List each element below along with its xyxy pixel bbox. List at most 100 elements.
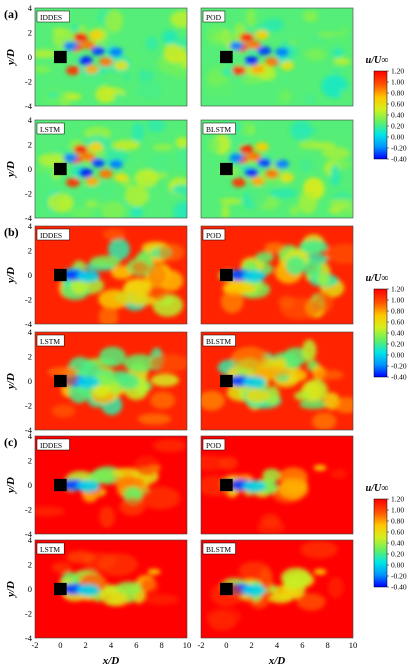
y-tick-label: 2 [28, 560, 32, 570]
colorbar-tick-label: 0.40 [391, 539, 404, 548]
y-axis-label: y/D [5, 267, 17, 285]
method-tag: IDDES [40, 231, 62, 240]
cylinder-body [220, 50, 233, 64]
panel-lstm-2: LSTM [34, 331, 188, 431]
colorbar [373, 288, 388, 378]
colorbar-tick-label: 1.00 [391, 506, 404, 515]
colorbar-tick-label: 0.00 [391, 351, 404, 360]
cylinder-body [220, 162, 233, 176]
panel-pod-1: POD [200, 7, 354, 107]
y-tick-label: 4 [28, 431, 33, 441]
x-tick-label: 0 [224, 640, 228, 650]
method-tag: LSTM [40, 125, 60, 134]
method-tag-box [202, 10, 226, 23]
colorbar-tick-label: 0.00 [391, 133, 404, 142]
colorbar-tick-label: -0.40 [391, 373, 407, 382]
x-tick-label: 8 [160, 640, 164, 650]
colorbar-tick-label: -0.20 [391, 144, 407, 153]
method-tag: IDDES [40, 441, 62, 450]
y-tick-label: 4 [28, 3, 33, 13]
plot-frame [200, 539, 354, 639]
x-tick-label: 2 [250, 640, 254, 650]
method-tag: IDDES [40, 13, 62, 22]
plot-frame [200, 119, 354, 219]
panel-group-label: (c) [4, 435, 17, 449]
cylinder-body [220, 582, 233, 596]
colorbar-tick-label: 0.80 [391, 517, 404, 526]
plot-frame [34, 119, 188, 219]
x-tick-label: 4 [275, 640, 280, 650]
colorbar-tick-label: 0.20 [391, 550, 404, 559]
colorbar-tick-label: 0.00 [391, 561, 404, 570]
y-tick-label: -2 [25, 77, 32, 87]
colorbar-tick-label: 1.20 [391, 67, 404, 76]
method-tag: BLSTM [206, 545, 231, 554]
x-tick-label: 6 [134, 640, 138, 650]
y-tick-label: 2 [28, 246, 32, 256]
x-axis-label: x/D [268, 655, 286, 667]
y-tick-label: -2 [25, 295, 32, 305]
y-tick-label: -4 [25, 213, 33, 223]
colorbar-tick-label: 1.20 [391, 285, 404, 294]
colorbar [373, 70, 388, 160]
x-tick-label: 10 [183, 640, 192, 650]
cylinder-body [54, 478, 67, 492]
colorbar-tick-label: -0.40 [391, 583, 407, 592]
colorbar-tick-label: 0.80 [391, 89, 404, 98]
plot-frame [200, 7, 354, 107]
y-tick-label: -4 [25, 101, 33, 111]
y-tick-label: 0 [28, 52, 32, 62]
method-tag-box [36, 542, 65, 555]
colorbar-title: u/U∞ [366, 55, 389, 66]
method-tag-box [202, 334, 236, 347]
method-tag-box [202, 438, 226, 451]
x-tick-label: 2 [84, 640, 88, 650]
colorbar-tick-label: 1.20 [391, 495, 404, 504]
method-tag: POD [206, 13, 222, 22]
panel-blstm-2: BLSTM [200, 331, 354, 431]
colorbar-title: u/U∞ [366, 273, 389, 284]
cylinder-body [54, 268, 67, 282]
cylinder-body [220, 268, 233, 282]
y-tick-label: 4 [28, 115, 33, 125]
y-axis-label: y/D [5, 161, 17, 179]
x-tick-label: 8 [326, 640, 330, 650]
y-tick-label: -4 [25, 425, 33, 435]
cylinder-body [54, 50, 67, 64]
colorbar-title: u/U∞ [366, 483, 389, 494]
cylinder-body [54, 374, 67, 388]
x-tick-label: 10 [349, 640, 358, 650]
plot-frame [200, 435, 354, 535]
method-tag-box [202, 542, 236, 555]
method-tag-box [36, 228, 70, 241]
y-tick-label: -2 [25, 609, 32, 619]
y-tick-label: -2 [25, 189, 32, 199]
colorbar [373, 498, 388, 588]
plot-frame [200, 331, 354, 431]
y-tick-label: 0 [28, 376, 32, 386]
colorbar-tick-label: 0.60 [391, 528, 404, 537]
plot-frame [34, 331, 188, 431]
colorbar-tick-label: 0.20 [391, 122, 404, 131]
x-tick-label: 4 [109, 640, 114, 650]
x-tick-label: -2 [31, 640, 38, 650]
colorbar-tick-label: -0.20 [391, 362, 407, 371]
method-tag: POD [206, 441, 222, 450]
panel-lstm-3: LSTM [34, 539, 188, 639]
cylinder-body [220, 478, 233, 492]
method-tag-box [36, 10, 70, 23]
y-tick-label: 2 [28, 352, 32, 362]
y-tick-label: 0 [28, 270, 32, 280]
plot-frame [200, 225, 354, 325]
panel-pod-3: POD [200, 435, 354, 535]
panel-lstm-1: LSTM [34, 119, 188, 219]
method-tag: POD [206, 231, 222, 240]
cylinder-body [220, 374, 233, 388]
y-tick-label: 0 [28, 584, 32, 594]
panel-iddes-3: IDDES [34, 435, 188, 535]
y-tick-label: 2 [28, 456, 32, 466]
y-tick-label: 2 [28, 140, 32, 150]
y-axis-label: y/D [5, 373, 17, 391]
method-tag: LSTM [40, 337, 60, 346]
x-axis-label: x/D [102, 655, 120, 667]
